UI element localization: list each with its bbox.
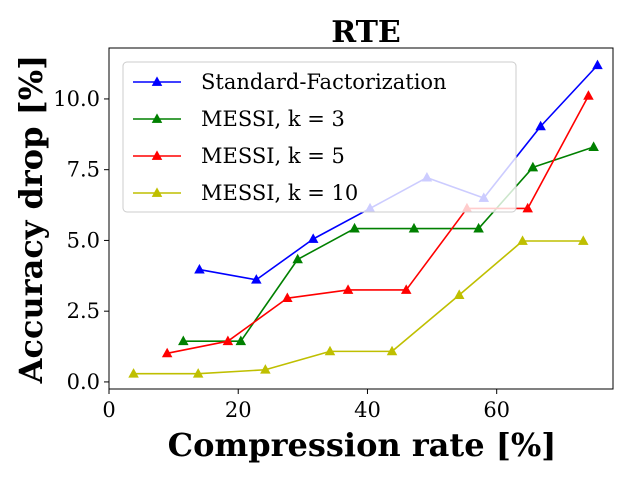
data-point-marker <box>178 335 189 346</box>
x-tick-label: 60 <box>483 398 510 422</box>
data-point-marker <box>342 284 354 294</box>
data-point-marker <box>583 90 594 100</box>
data-point-marker <box>473 222 484 233</box>
data-point-marker <box>522 202 533 213</box>
data-point-marker <box>192 368 204 378</box>
chart-title: RTE <box>331 15 401 50</box>
data-point-marker <box>235 335 247 346</box>
legend-entry: MESSI, k = 5 <box>133 144 345 168</box>
data-point-marker <box>408 222 420 233</box>
data-point-marker <box>592 59 603 70</box>
legend-label: MESSI, k = 3 <box>201 107 345 131</box>
x-axis-label: Compression rate [%] <box>168 426 557 464</box>
data-point-marker <box>128 368 139 378</box>
data-point-marker <box>453 289 465 299</box>
data-point-marker <box>260 364 271 374</box>
y-tick-label: 0.0 <box>67 370 100 394</box>
data-point-marker <box>251 274 262 284</box>
x-tick-label: 20 <box>225 398 252 422</box>
series-3 <box>161 90 594 358</box>
data-point-marker <box>282 292 293 303</box>
legend-marker <box>151 187 163 197</box>
legend-entry: MESSI, k = 10 <box>133 181 358 205</box>
legend-marker <box>151 150 163 160</box>
series-2 <box>178 141 599 346</box>
data-point-marker <box>527 161 539 172</box>
x-tick-label: 40 <box>354 398 381 422</box>
axis-ticks-layer: 0 20 40 60 0.0 2.5 5.0 7.5 10.0 <box>53 87 510 422</box>
data-point-marker <box>517 235 528 245</box>
series-line <box>166 95 590 355</box>
y-tick-label: 5.0 <box>67 228 100 252</box>
legend-marker <box>151 76 163 86</box>
x-tick-label: 0 <box>102 398 115 422</box>
y-tick-label: 10.0 <box>53 87 100 111</box>
legend-marker <box>151 113 163 123</box>
data-point-marker <box>161 347 173 358</box>
series-4 <box>128 235 589 378</box>
data-point-marker <box>292 253 303 264</box>
y-axis-label: Accuracy drop [%] <box>12 55 50 385</box>
data-point-marker <box>349 222 360 233</box>
legend-label: MESSI, k = 5 <box>201 144 345 168</box>
legend-label: MESSI, k = 10 <box>201 181 358 205</box>
legend-box <box>122 61 517 213</box>
data-point-marker <box>307 233 319 243</box>
data-point-marker <box>222 335 234 346</box>
y-tick-label: 2.5 <box>67 299 100 323</box>
series-line <box>133 240 584 375</box>
legend: Standard-Factorization MESSI, k = 3 MESSI,… <box>122 61 517 213</box>
legend-entry: MESSI, k = 3 <box>133 107 345 131</box>
legend-label: Standard-Factorization <box>201 70 447 94</box>
y-tick-label: 7.5 <box>67 158 100 182</box>
data-point-marker <box>588 141 599 151</box>
data-point-marker <box>386 345 398 356</box>
data-point-marker <box>324 345 336 356</box>
legend-entry: Standard-Factorization <box>133 70 447 94</box>
data-point-marker <box>400 284 412 294</box>
data-point-marker <box>194 263 205 274</box>
data-point-marker <box>535 120 546 131</box>
data-point-marker <box>578 235 589 245</box>
plot-frame <box>108 47 614 390</box>
series-line <box>183 146 594 342</box>
